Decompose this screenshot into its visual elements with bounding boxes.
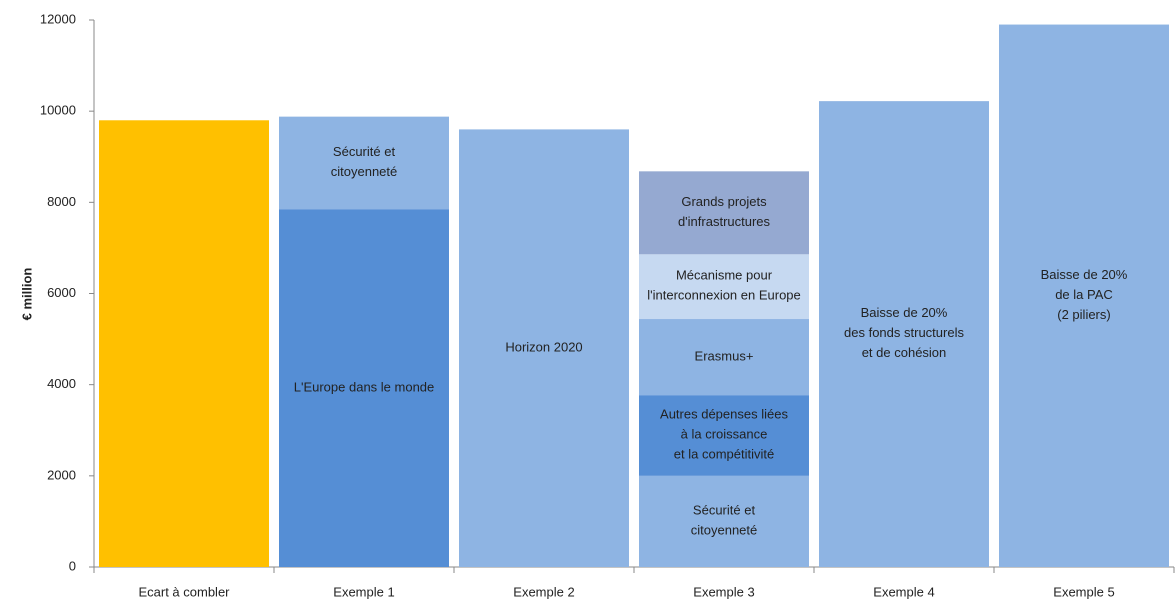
segment-label: Sécurité et citoyenneté [331,144,398,179]
x-tick-label: Exemple 3 [693,584,754,599]
x-tick-label: Ecart à combler [138,584,230,599]
segment-label: L'Europe dans le monde [294,380,435,395]
bar-segment [639,254,809,320]
x-tick-label: Exemple 4 [873,584,934,599]
bar-segment [459,129,629,567]
bar-segment [639,395,809,476]
bar-segment [819,101,989,567]
bar-segment [279,116,449,210]
x-tick-label: Exemple 1 [333,584,394,599]
segment-label: Grands projets d'infrastructures [678,194,771,229]
x-tick-label: Exemple 5 [1053,584,1114,599]
x-tick-label: Exemple 2 [513,584,574,599]
segment-label: Autres dépenses liées à la croissance et l… [660,407,788,462]
bar-segment [999,24,1169,567]
segment-label: Baisse de 20% de la PAC (2 piliers) [1041,267,1128,322]
bar-segment [639,319,809,396]
segment-label: Erasmus+ [695,349,754,364]
bar-segment [279,209,449,567]
segment-label: Baisse de 20% des fonds structurels et de … [844,306,964,361]
bar-segment [99,120,269,568]
y-tick-label: 12000 [40,11,76,26]
y-axis-label: € million [19,268,34,321]
bar-segment [639,171,809,255]
segment-label: Mécanisme pour l'interconnexion en Europe [647,268,801,303]
segment-label: Sécurité et citoyenneté [691,503,758,538]
y-tick-label: 0 [69,558,76,573]
bar-segment [639,475,809,567]
y-tick-label: 8000 [47,194,76,209]
y-tick-label: 6000 [47,285,76,300]
y-tick-label: 4000 [47,376,76,391]
segment-label: Horizon 2020 [505,340,582,355]
y-tick-label: 2000 [47,467,76,482]
y-tick-label: 10000 [40,103,76,118]
